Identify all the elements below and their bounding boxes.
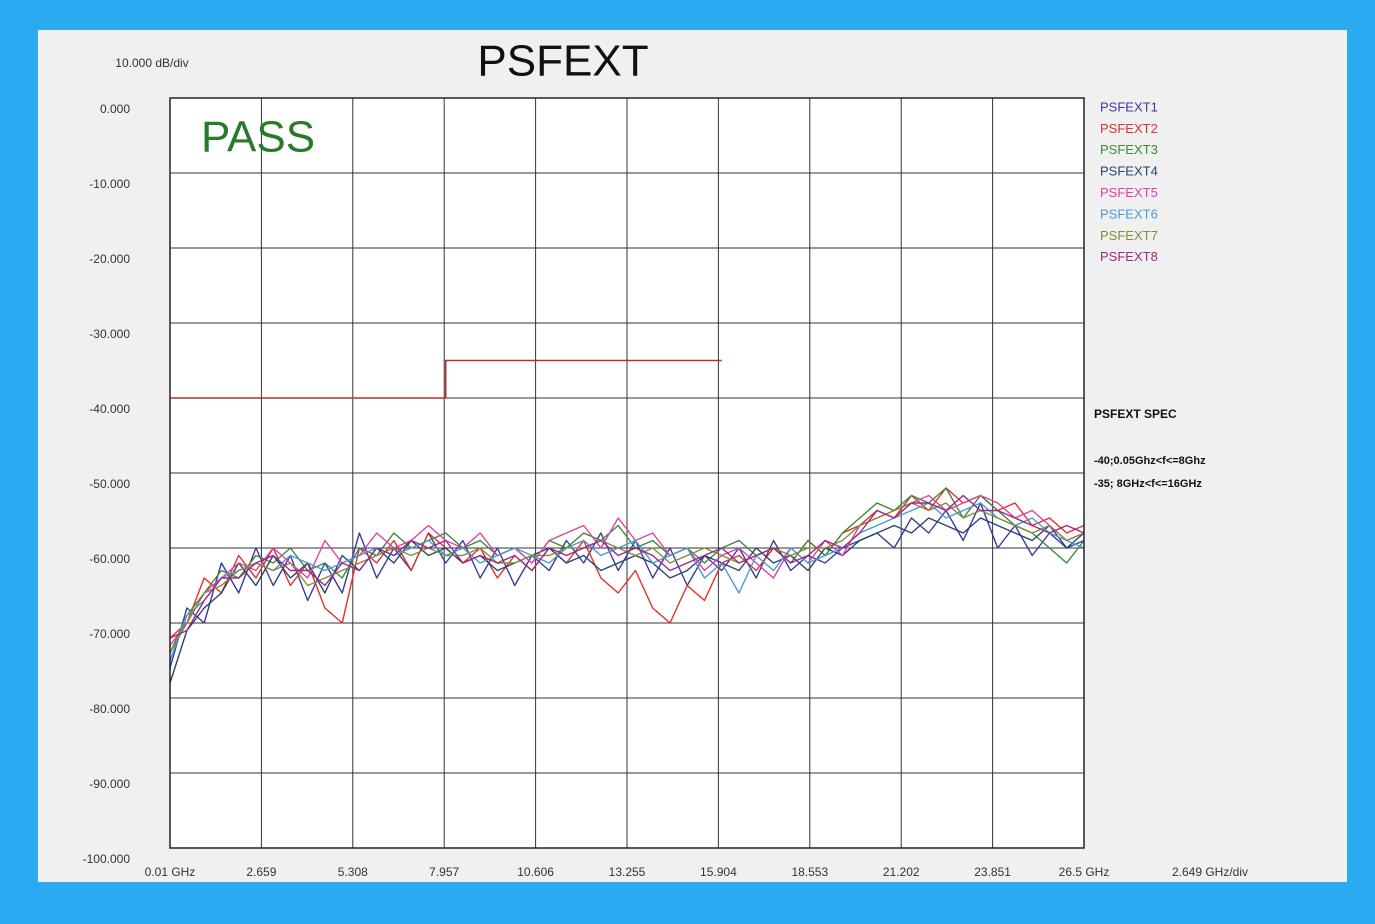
x-tick-label: 10.606 xyxy=(517,865,554,879)
y-tick-label: -90.000 xyxy=(89,777,130,791)
legend-label: PSFEXT6 xyxy=(1100,206,1158,221)
y-tick-label: -40.000 xyxy=(89,402,130,416)
x-tick-label: 21.202 xyxy=(883,865,920,879)
x-tick-label: 0.01 GHz xyxy=(145,865,196,879)
x-tick-label: 23.851 xyxy=(974,865,1011,879)
legend-label: PSFEXT2 xyxy=(1100,121,1158,136)
legend-label: PSFEXT5 xyxy=(1100,185,1158,200)
plot-border xyxy=(169,97,1085,849)
series-line xyxy=(169,517,1085,684)
y-tick-label: -20.000 xyxy=(89,252,130,266)
y-tick-label: -10.000 xyxy=(89,177,130,191)
x-tick-label: 7.957 xyxy=(429,865,459,879)
legend-label: PSFEXT7 xyxy=(1100,228,1158,243)
series-line xyxy=(169,487,1085,639)
x-tick-label: 26.5 GHz xyxy=(1059,865,1110,879)
y-tick-label: -30.000 xyxy=(89,327,130,341)
series-line xyxy=(169,494,1085,639)
legend-label: PSFEXT4 xyxy=(1100,164,1158,179)
y-tick-label: -100.000 xyxy=(83,852,131,866)
x-unit-label: 2.649 GHz/div xyxy=(1172,865,1248,879)
y-tick-label: -60.000 xyxy=(89,552,130,566)
chart-title: PSFEXT xyxy=(477,37,648,86)
series-line xyxy=(169,502,1085,661)
legend-label: PSFEXT3 xyxy=(1100,142,1158,157)
x-tick-label: 18.553 xyxy=(791,865,828,879)
legend-label: PSFEXT1 xyxy=(1100,99,1158,114)
y-tick-label: -70.000 xyxy=(89,627,130,641)
y-tick-label: 0.000 xyxy=(100,102,130,116)
spec-title: PSFEXT SPEC xyxy=(1094,407,1177,421)
x-tick-label: 5.308 xyxy=(338,865,368,879)
spec-line: -35; 8GHz<f<=16GHz xyxy=(1094,478,1202,490)
y-unit-label: 10.000 dB/div xyxy=(115,56,188,70)
x-tick-label: 15.904 xyxy=(700,865,737,879)
x-tick-label: 13.255 xyxy=(609,865,646,879)
y-tick-label: -50.000 xyxy=(89,477,130,491)
status-label: PASS xyxy=(201,113,315,162)
series-line xyxy=(169,494,1085,646)
spec-line: -40;0.05Ghz<f<=8Ghz xyxy=(1094,455,1206,467)
x-tick-label: 2.659 xyxy=(246,865,276,879)
legend-label: PSFEXT8 xyxy=(1100,249,1158,264)
series-line xyxy=(169,487,1085,654)
spec-limit-line xyxy=(170,359,722,399)
y-tick-label: -80.000 xyxy=(89,702,130,716)
